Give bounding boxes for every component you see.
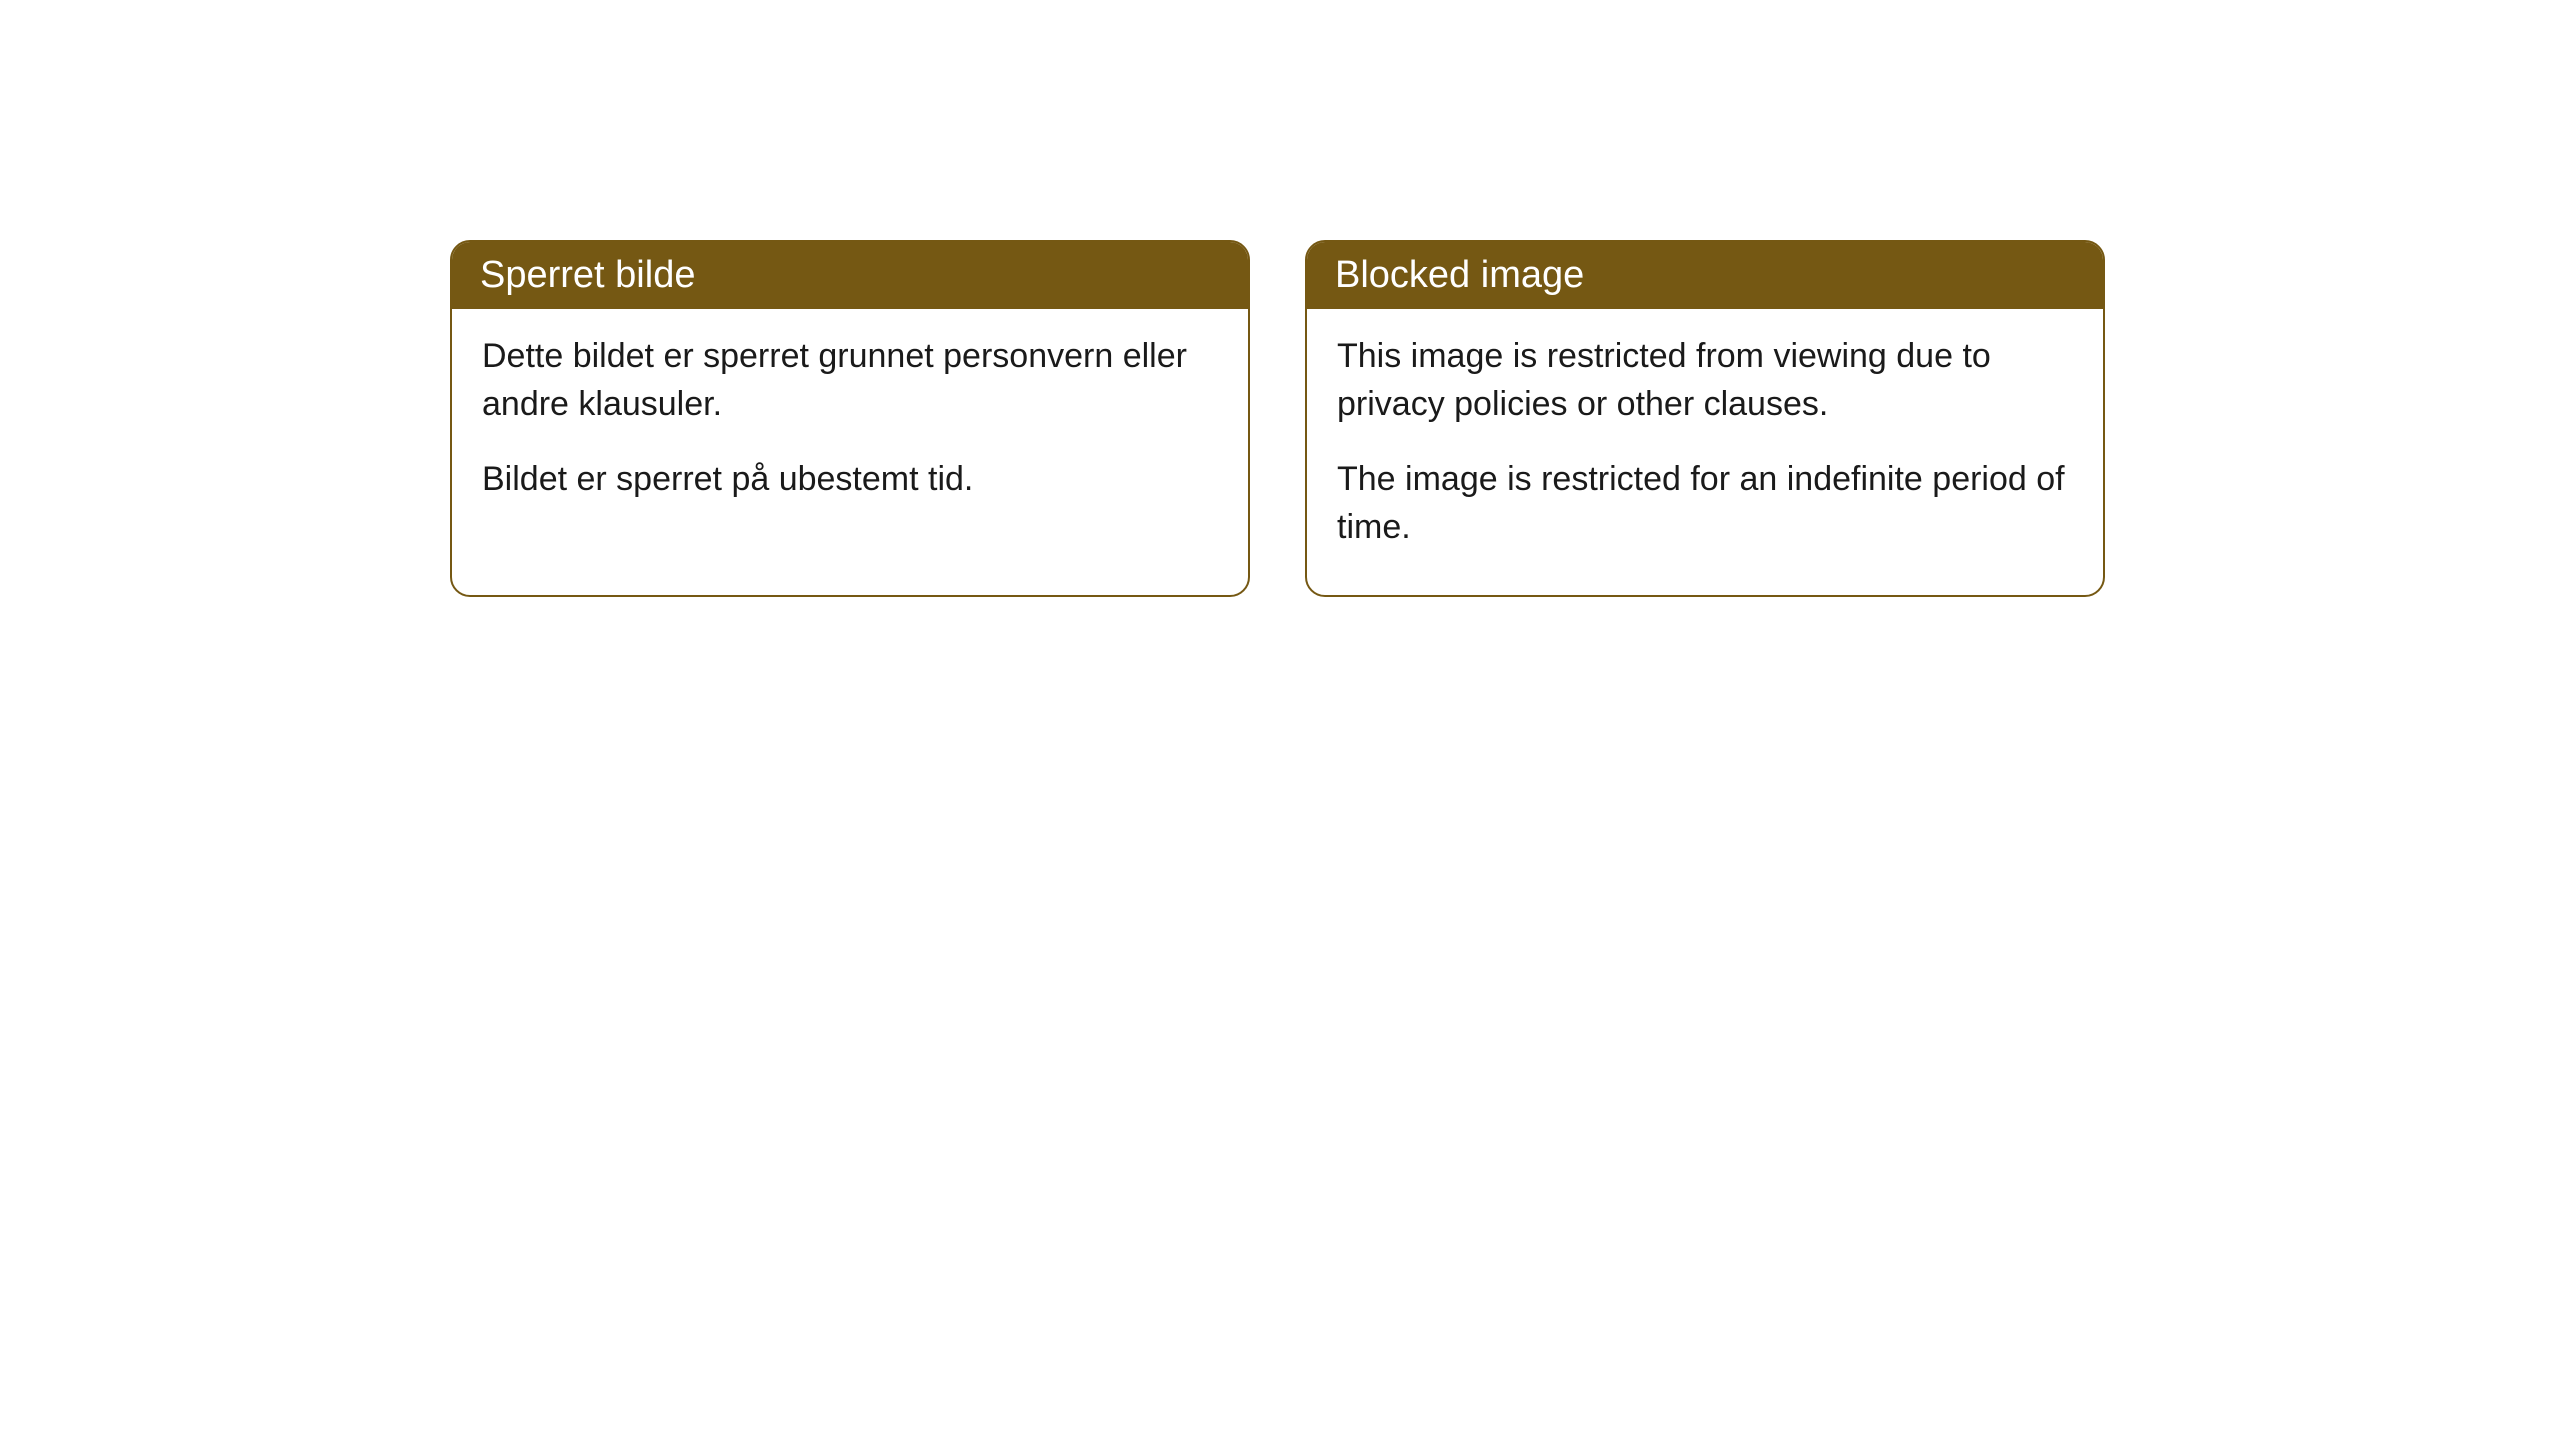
- cards-container: Sperret bilde Dette bildet er sperret gr…: [450, 240, 2560, 597]
- card-header-norwegian: Sperret bilde: [452, 242, 1248, 309]
- card-title: Sperret bilde: [480, 254, 695, 296]
- card-norwegian: Sperret bilde Dette bildet er sperret gr…: [450, 240, 1250, 597]
- card-paragraph: This image is restricted from viewing du…: [1337, 333, 2073, 428]
- card-english: Blocked image This image is restricted f…: [1305, 240, 2105, 597]
- card-title: Blocked image: [1335, 254, 1584, 296]
- card-header-english: Blocked image: [1307, 242, 2103, 309]
- card-paragraph: The image is restricted for an indefinit…: [1337, 456, 2073, 551]
- card-body-norwegian: Dette bildet er sperret grunnet personve…: [452, 309, 1248, 548]
- card-paragraph: Dette bildet er sperret grunnet personve…: [482, 333, 1218, 428]
- card-body-english: This image is restricted from viewing du…: [1307, 309, 2103, 595]
- card-paragraph: Bildet er sperret på ubestemt tid.: [482, 456, 1218, 504]
